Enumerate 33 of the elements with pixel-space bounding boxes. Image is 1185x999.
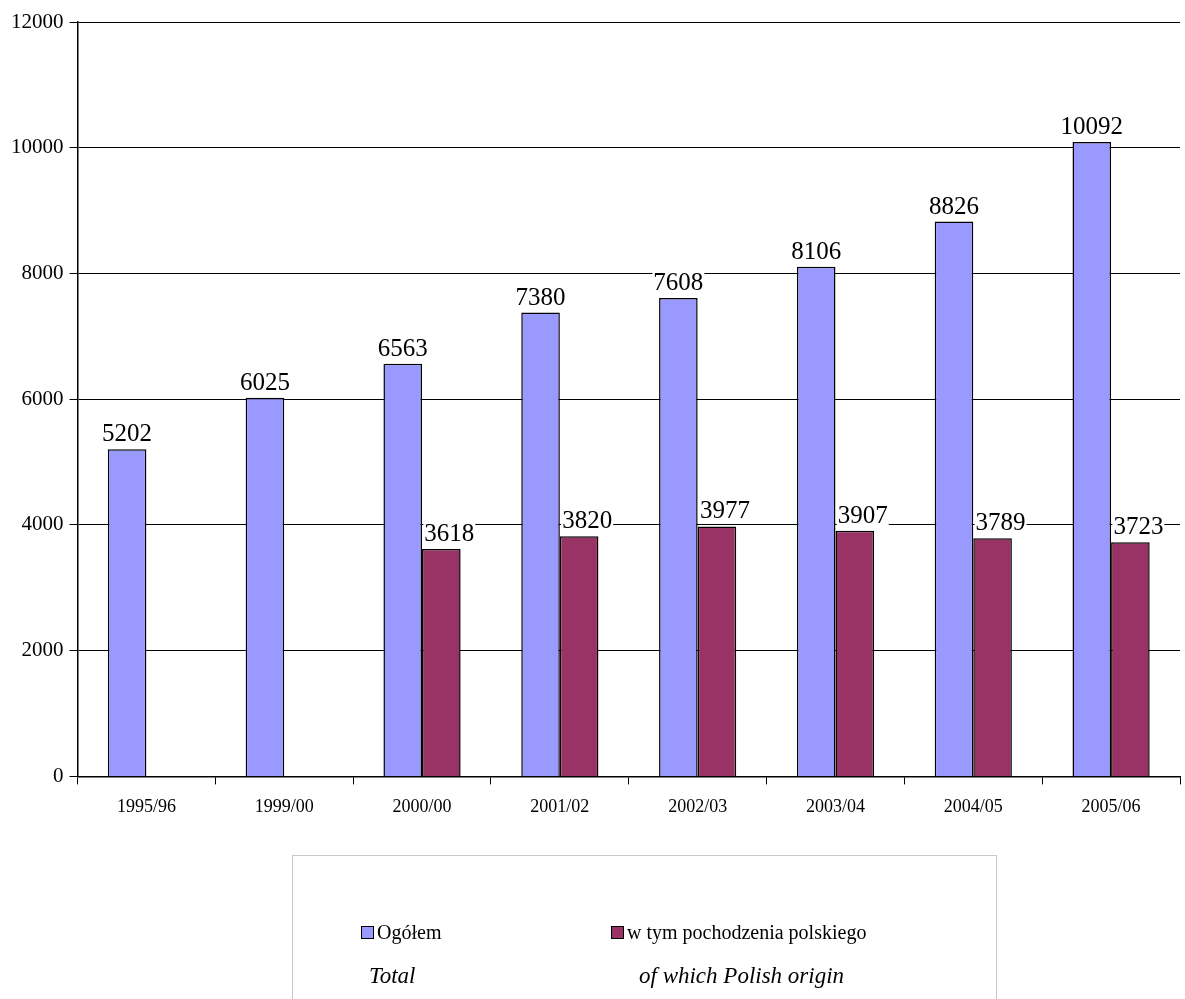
y-tick-label: 2000 xyxy=(21,637,64,662)
y-tick-label: 6000 xyxy=(21,385,64,410)
y-tick-label: 12000 xyxy=(11,8,64,33)
data-label: 7608 xyxy=(653,268,704,296)
text: of which Polish origin xyxy=(639,963,845,989)
x-tick-label: 2003/04 xyxy=(805,795,865,816)
data-label: 5202 xyxy=(102,419,153,447)
data-label: 3907 xyxy=(837,500,888,528)
x-tick-label: 2005/06 xyxy=(1081,795,1141,816)
data-label: 3723 xyxy=(1113,512,1164,540)
data-label: 3789 xyxy=(975,508,1026,536)
x-tick-label: 2001/02 xyxy=(530,795,590,816)
x-tick-label: 1995/96 xyxy=(116,795,176,816)
x-tick-label: 2000/00 xyxy=(392,795,452,816)
y-tick-label: 4000 xyxy=(21,511,64,536)
y-tick-label: 8000 xyxy=(21,259,64,284)
x-tick-label: 1999/00 xyxy=(254,795,314,816)
legend-label: w tym pochodzenia polskiego xyxy=(626,921,867,944)
data-label: 6025 xyxy=(239,367,290,395)
data-label: 6563 xyxy=(377,333,428,361)
legend-label: Ogółem xyxy=(376,921,442,944)
x-tick-label: 2004/05 xyxy=(943,795,1003,816)
text: Total xyxy=(369,963,416,989)
y-tick-label: 0 xyxy=(53,762,64,787)
x-tick-label: 2002/03 xyxy=(668,795,728,816)
data-label: 8826 xyxy=(928,191,979,219)
data-label: 3820 xyxy=(562,506,613,534)
data-label: 8106 xyxy=(791,236,842,264)
data-label: 10092 xyxy=(1060,112,1124,140)
y-tick-label: 10000 xyxy=(11,134,64,159)
data-label: 3618 xyxy=(424,519,475,547)
data-label: 7380 xyxy=(515,282,566,310)
data-label: 3977 xyxy=(699,496,750,524)
